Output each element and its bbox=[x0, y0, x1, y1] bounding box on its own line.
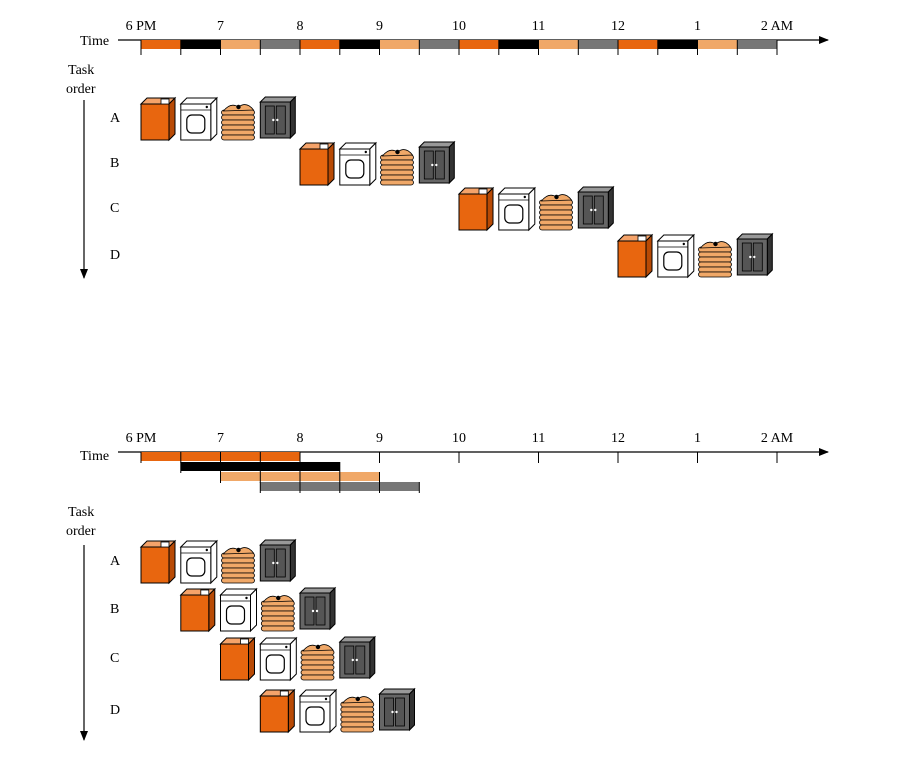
task-label: B bbox=[110, 156, 119, 171]
pipelined-laundry-panel: 6 PM 7 8 9 10 11 12 1 2 AM Time Task order A B C D bbox=[66, 431, 829, 741]
dryer-icon bbox=[259, 636, 298, 682]
closet-icon bbox=[298, 586, 337, 631]
pipelined-task-rows: A B C D bbox=[110, 538, 416, 734]
sequential-tick-label: 7 bbox=[217, 19, 224, 34]
sequential-time-tick-labels: 6 PM 7 8 9 10 11 12 1 2 AM bbox=[126, 19, 794, 34]
pipelined-tick-label: 8 bbox=[297, 431, 304, 446]
dryer-icon bbox=[656, 233, 696, 279]
sequential-time-ticks bbox=[140, 40, 778, 55]
stage-bar-segment bbox=[737, 40, 778, 49]
pipelined-task-order-label-line1: Task bbox=[68, 505, 94, 520]
sequential-task-row: C bbox=[110, 185, 615, 232]
washer-icon bbox=[259, 688, 296, 734]
closet-icon bbox=[418, 140, 456, 185]
washer-icon bbox=[139, 539, 177, 585]
stage-bar-segment bbox=[459, 40, 499, 49]
stage-bar-segment bbox=[141, 40, 181, 49]
sequential-task-rows: A B C D bbox=[110, 95, 774, 279]
closet-icon bbox=[736, 232, 774, 277]
closet-icon bbox=[378, 687, 416, 732]
stage-bar-segment bbox=[618, 40, 658, 49]
pipelined-tick-label: 9 bbox=[376, 431, 383, 446]
pipelined-tick-label: 6 PM bbox=[126, 431, 157, 446]
sequential-tick-label: 11 bbox=[532, 19, 545, 34]
stage-bar-segment bbox=[379, 40, 420, 49]
sequential-task-row: D bbox=[110, 232, 774, 279]
dryer-icon bbox=[338, 141, 378, 187]
sequential-tick-label: 8 bbox=[297, 19, 304, 34]
task-label: D bbox=[110, 248, 120, 263]
washer-icon bbox=[219, 636, 256, 682]
pipelined-time-axis-label: Time bbox=[80, 449, 109, 464]
pipelined-tick-label: 7 bbox=[217, 431, 224, 446]
closet-icon bbox=[338, 635, 377, 680]
folded-clothes-icon bbox=[340, 696, 375, 733]
sequential-task-row: B bbox=[110, 140, 456, 187]
sequential-tick-label: 12 bbox=[611, 19, 625, 34]
dryer-icon bbox=[298, 688, 338, 734]
stage-bar-segment bbox=[697, 40, 738, 49]
folded-clothes-icon bbox=[380, 149, 414, 186]
pipelined-time-tick-labels: 6 PM 7 8 9 10 11 12 1 2 AM bbox=[126, 431, 794, 446]
stage-bar-segment bbox=[220, 40, 261, 49]
stage-bar-segment bbox=[538, 40, 579, 49]
washer-icon bbox=[179, 587, 217, 633]
pipelined-task-row: C bbox=[110, 635, 377, 682]
stage-bar-segment bbox=[339, 40, 380, 49]
sequential-time-axis-label: Time bbox=[80, 34, 109, 49]
washer-icon bbox=[139, 96, 177, 142]
dryer-icon bbox=[219, 587, 258, 633]
pipelined-task-row: A bbox=[110, 538, 297, 585]
task-label: A bbox=[110, 554, 121, 569]
pipelined-tick-label: 12 bbox=[611, 431, 625, 446]
folded-clothes-icon bbox=[698, 241, 732, 278]
sequential-task-order-label-line2: order bbox=[66, 82, 96, 97]
pipelined-tick-label: 10 bbox=[452, 431, 466, 446]
pipelined-task-row: B bbox=[110, 586, 337, 633]
folded-clothes-icon bbox=[300, 644, 335, 681]
dryer-icon bbox=[179, 96, 219, 142]
sequential-tick-label: 6 PM bbox=[126, 19, 157, 34]
pipelined-tick-label: 11 bbox=[532, 431, 545, 446]
task-label: C bbox=[110, 201, 119, 216]
dryer-icon bbox=[497, 186, 537, 232]
washer-icon bbox=[298, 141, 336, 187]
sequential-tick-label: 1 bbox=[694, 19, 701, 34]
sequential-tick-label: 2 AM bbox=[761, 19, 794, 34]
sequential-tick-label: 10 bbox=[452, 19, 466, 34]
sequential-task-order-label-line1: Task bbox=[68, 63, 94, 78]
folded-clothes-icon bbox=[260, 595, 295, 632]
stage-bar-segment bbox=[180, 40, 221, 49]
folded-clothes-icon bbox=[221, 547, 255, 584]
pipelined-task-row: D bbox=[110, 687, 416, 734]
pipelined-tick-label: 2 AM bbox=[761, 431, 794, 446]
task-label: D bbox=[110, 703, 120, 718]
stage-bar-segment bbox=[300, 40, 340, 49]
stage-bar-segment bbox=[419, 40, 460, 49]
pipelined-tick-label: 1 bbox=[694, 431, 701, 446]
closet-icon bbox=[577, 185, 615, 230]
folded-clothes-icon bbox=[221, 104, 255, 141]
washer-icon bbox=[616, 233, 654, 279]
pipelined-task-order-label-line2: order bbox=[66, 524, 96, 539]
sequential-task-row: A bbox=[110, 95, 297, 142]
pipelined-stage-bars bbox=[140, 452, 420, 493]
washer-icon bbox=[457, 186, 495, 232]
sequential-stage-color-bar bbox=[141, 40, 778, 49]
folded-clothes-icon bbox=[539, 194, 573, 231]
task-label: A bbox=[110, 111, 121, 126]
closet-icon bbox=[259, 538, 297, 583]
sequential-laundry-panel: 6 PM 7 8 9 10 11 12 1 2 AM Time Task order A B C D bbox=[66, 19, 829, 279]
stage-bar-segment bbox=[498, 40, 539, 49]
stage-bar-segment bbox=[578, 40, 619, 49]
closet-icon bbox=[259, 95, 297, 140]
sequential-tick-label: 9 bbox=[376, 19, 383, 34]
stage-bar-segment bbox=[657, 40, 698, 49]
dryer-icon bbox=[179, 539, 219, 585]
task-label: C bbox=[110, 651, 119, 666]
stage-bar-segment bbox=[260, 40, 301, 49]
task-label: B bbox=[110, 602, 119, 617]
